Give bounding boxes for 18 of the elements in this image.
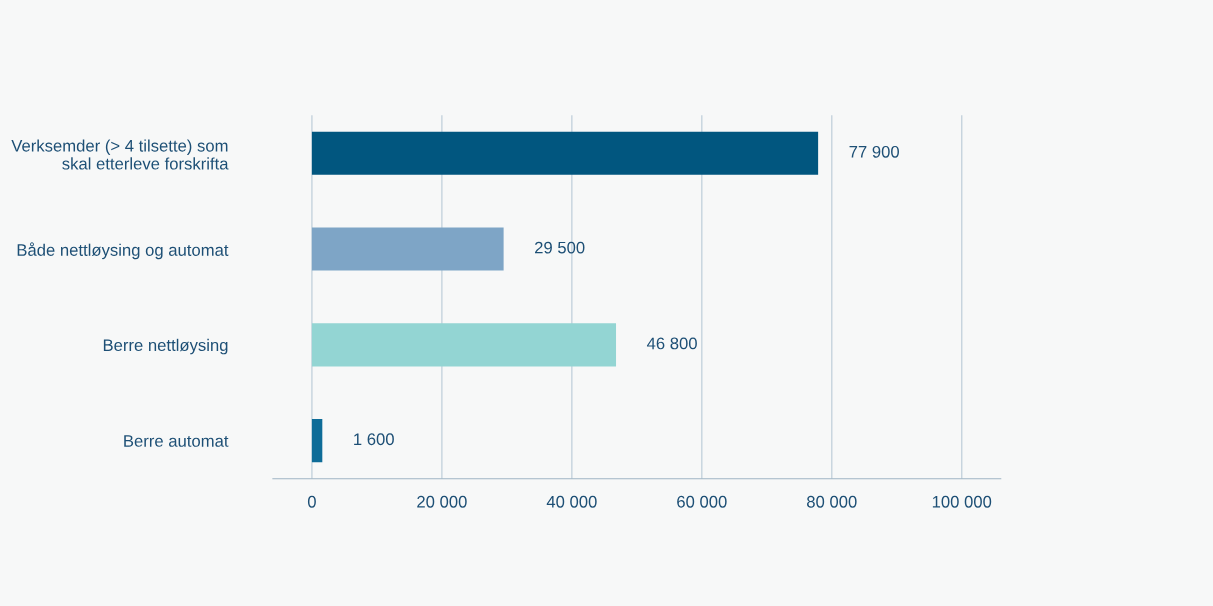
x-tick-label: 20 000 [417, 495, 467, 508]
bar [311, 227, 504, 271]
bar [311, 419, 323, 463]
bar [311, 131, 819, 175]
y-tick-label: Berre nettløysing [103, 338, 228, 355]
y-tick-label: Både nettløysing og automat [17, 242, 229, 260]
x-tick-label: 80 000 [807, 495, 857, 508]
x-tick-label: 40 000 [546, 495, 597, 508]
y-tick-label: Verksemder (> 4 tilsette) som skal etterleve forskrifta [11, 139, 229, 170]
x-tick-label: 60 000 [677, 495, 727, 508]
bar [311, 323, 617, 367]
data-label: 29 500 [535, 241, 585, 254]
data-label: 77 900 [849, 145, 900, 158]
x-tick-label: 100 000 [932, 495, 992, 508]
data-label: 46 800 [646, 337, 697, 350]
data-label: 1 600 [354, 433, 394, 446]
y-tick-label: Berre automat [124, 435, 229, 447]
x-tick-label: 0 [307, 495, 316, 508]
